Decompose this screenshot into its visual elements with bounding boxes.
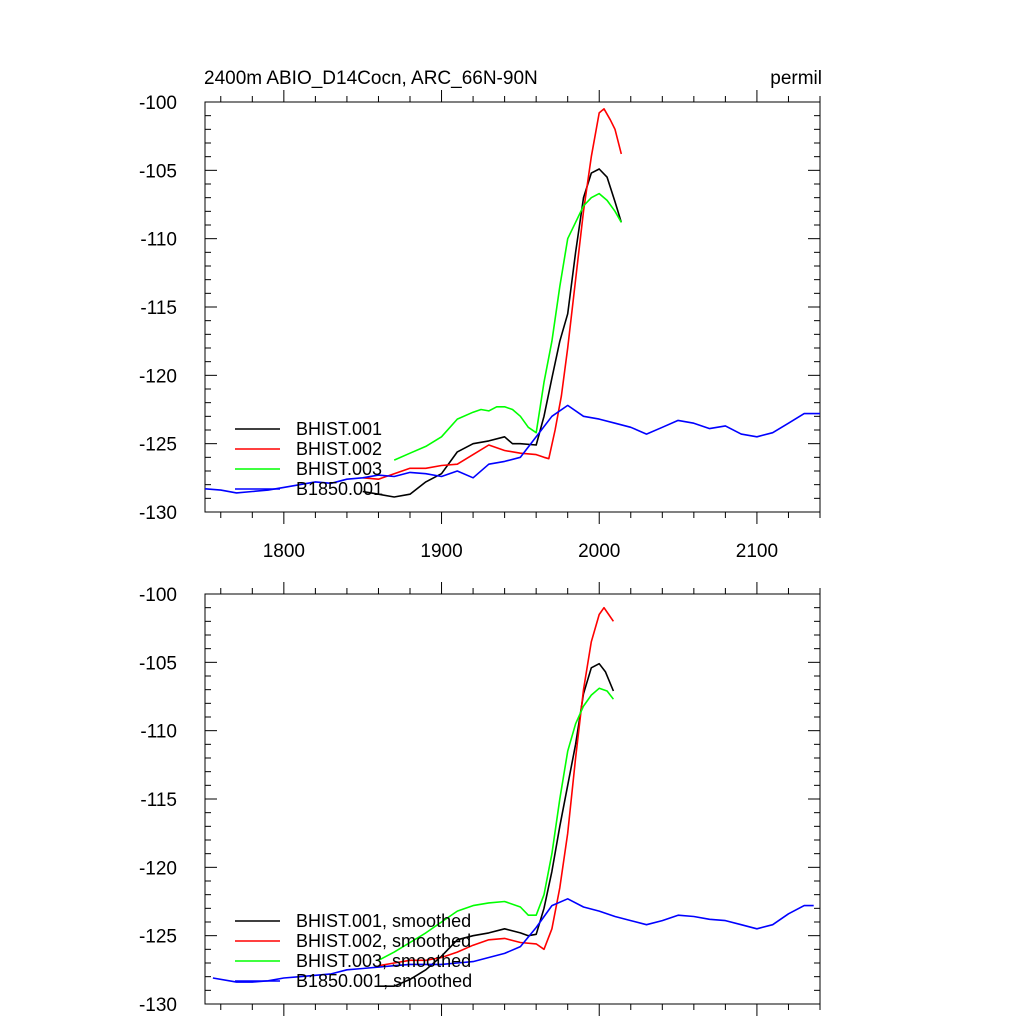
legend-label: B1850.001, smoothed <box>296 971 472 991</box>
y-tick-label: -100 <box>139 93 177 114</box>
x-tick-label: 1800 <box>263 541 305 562</box>
y-tick-label: -110 <box>140 230 177 251</box>
x-tick-label: 2100 <box>736 541 778 562</box>
x-tick-label: 2000 <box>578 541 620 562</box>
y-tick-label: -125 <box>139 927 177 948</box>
y-tick-label: -130 <box>139 503 177 524</box>
y-tick-label: -105 <box>139 161 177 182</box>
series-line <box>393 192 622 461</box>
top-panel: -130 -125 -120 -115 -110 -105 -100 1800 1900 2000… <box>139 90 821 562</box>
y-tick-label: -120 <box>139 858 177 879</box>
legend-label: BHIST.002 <box>296 439 382 459</box>
y-tick-label: -115 <box>140 790 177 811</box>
series-line <box>212 897 814 983</box>
legend-label: BHIST.001 <box>296 419 382 439</box>
y-tick-label: -120 <box>139 366 177 387</box>
legend-label: BHIST.002, smoothed <box>296 931 471 951</box>
units-label: permil <box>770 68 822 89</box>
legend-label: B1850.001 <box>296 479 383 499</box>
y-tick-label: -125 <box>139 435 177 456</box>
bottom-panel: -130 -125 -120 -115 -110 -105 -100 BHIST.001, s… <box>139 582 821 1016</box>
legend-label: BHIST.003, smoothed <box>296 951 471 971</box>
series-line <box>378 662 615 988</box>
y-tick-label: -115 <box>140 298 177 319</box>
legend-label: BHIST.001, smoothed <box>296 911 471 931</box>
y-tick-label: -100 <box>139 585 177 606</box>
y-tick-label: -130 <box>139 995 177 1016</box>
y-tick-label: -110 <box>140 722 177 743</box>
series-line <box>378 606 615 967</box>
series-line <box>362 108 623 481</box>
y-tick-label: -105 <box>139 653 177 674</box>
series-line <box>362 168 623 498</box>
series-line <box>204 404 820 494</box>
legend-label: BHIST.003 <box>296 459 382 479</box>
x-tick-label: 1900 <box>420 541 462 562</box>
series-line <box>378 687 615 962</box>
chart-title: 2400m ABIO_D14Cocn, ARC_66N-90N <box>204 68 538 89</box>
